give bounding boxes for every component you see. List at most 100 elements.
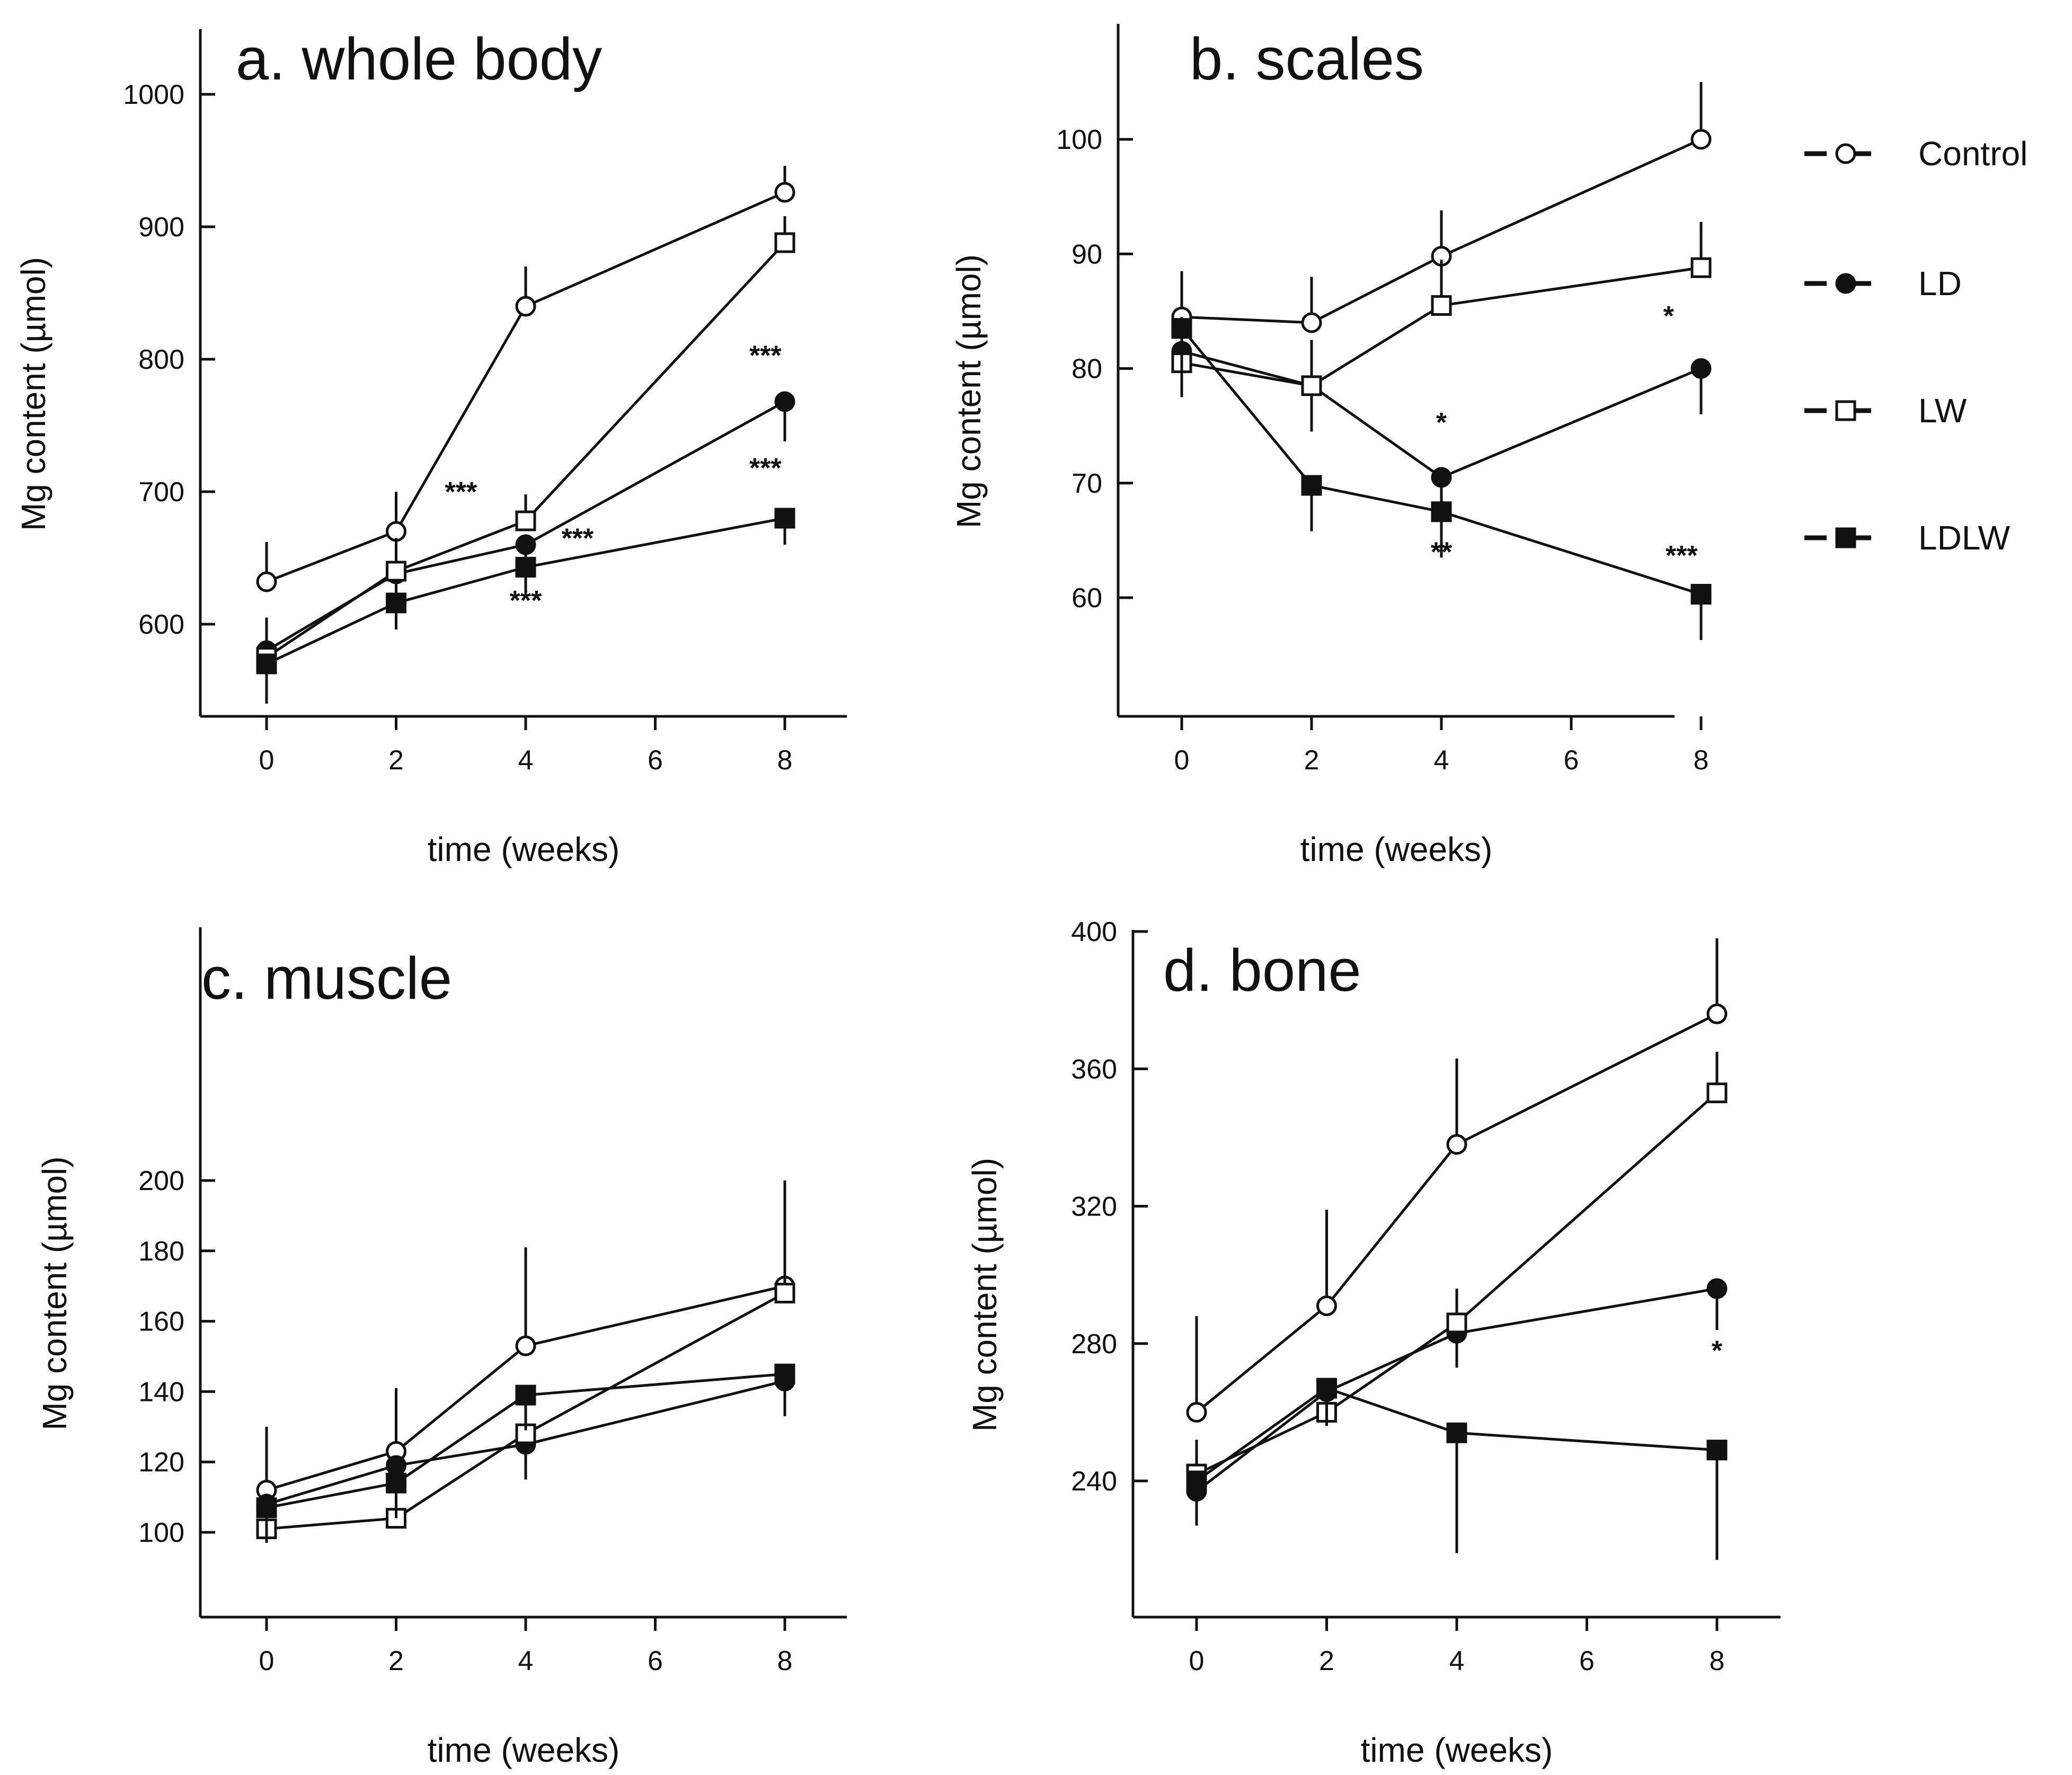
data-point — [1706, 1440, 1728, 1461]
panel-title: b. scales — [1190, 26, 1424, 92]
data-point — [1316, 1378, 1337, 1399]
series-line — [266, 1380, 785, 1506]
y-axis-label: Mg content (µmol) — [14, 257, 52, 531]
series-line — [265, 517, 785, 665]
significance-marker: *** — [1666, 540, 1698, 571]
y-tick-label: 80 — [1072, 354, 1102, 385]
data-point — [256, 653, 277, 674]
data-point — [1316, 1295, 1337, 1316]
x-tick-label: 4 — [518, 745, 534, 776]
data-point — [515, 1423, 536, 1444]
data-point — [386, 1472, 406, 1494]
x-tick-label: 4 — [518, 1646, 534, 1676]
series-ldlw — [256, 1363, 795, 1543]
x-tick-label: 6 — [1564, 745, 1579, 776]
x-axis-label: time (weeks) — [428, 830, 620, 868]
series-ldlw — [256, 508, 795, 704]
x-tick-label: 0 — [259, 745, 275, 776]
y-tick-label: 60 — [1072, 583, 1102, 614]
series-line — [265, 400, 786, 652]
x-tick-label: 0 — [259, 1646, 275, 1676]
series-line — [1181, 327, 1702, 596]
x-tick-label: 8 — [1694, 745, 1709, 776]
y-tick-label: 800 — [138, 344, 184, 375]
data-point — [774, 182, 795, 203]
y-tick-label: 600 — [138, 609, 184, 640]
data-point — [515, 557, 536, 578]
series-line — [1181, 350, 1702, 479]
y-tick-label: 180 — [138, 1236, 184, 1267]
significance-marker: *** — [749, 341, 782, 371]
y-tick-label: 700 — [138, 477, 184, 508]
x-tick-label: 2 — [388, 745, 404, 776]
x-tick-label: 8 — [777, 745, 793, 776]
data-point — [1431, 467, 1452, 488]
x-tick-label: 8 — [777, 1646, 793, 1676]
data-point — [1301, 312, 1322, 333]
y-tick-label: 90 — [1072, 239, 1102, 270]
data-point — [386, 521, 406, 542]
series-control — [1186, 938, 1728, 1423]
data-point — [1690, 257, 1712, 278]
legend-item-ldlw: LDLW — [1804, 519, 2011, 557]
panel-a: 600 700 800 900 1000 0 2 4 6 8 a. whole body time (… — [14, 26, 847, 868]
x-tick-label: 0 — [1174, 745, 1190, 776]
data-point — [386, 561, 406, 582]
data-point — [1446, 1312, 1467, 1334]
y-tick-label: 360 — [1071, 1054, 1117, 1085]
data-point — [515, 1384, 536, 1406]
series-line — [1196, 1387, 1717, 1483]
y-tick-label: 400 — [1071, 917, 1117, 947]
series-line — [1181, 266, 1702, 387]
x-tick-label: 6 — [648, 1646, 663, 1676]
y-tick-label: 100 — [138, 1517, 184, 1548]
significance-marker: * — [1663, 301, 1675, 332]
significance-marker: * — [1712, 1336, 1723, 1366]
legend-marker — [1835, 273, 1856, 294]
y-tick-label: 900 — [138, 212, 184, 243]
data-point — [515, 1335, 536, 1356]
legend-item-control: Control — [1804, 135, 2027, 173]
y-axis-label: Mg content (µmol) — [36, 1156, 74, 1430]
series-ld — [256, 391, 795, 690]
significance-marker: *** — [510, 585, 542, 616]
data-point — [1690, 358, 1712, 379]
y-axis-label: Mg content (µmol) — [950, 254, 988, 528]
data-point — [386, 592, 406, 614]
data-point — [774, 391, 795, 412]
significance-marker: *** — [445, 477, 477, 508]
panel-b: 60 70 80 90 100 0 2 4 6 8 b. scales time (weeks) Mg … — [950, 24, 1712, 868]
data-point — [774, 232, 795, 253]
x-tick-label: 2 — [1319, 1646, 1334, 1676]
x-tick-label: 4 — [1449, 1646, 1465, 1676]
data-point — [1431, 501, 1452, 522]
data-point — [1301, 375, 1322, 396]
panel-title: d. bone — [1163, 937, 1361, 1004]
series-line — [265, 242, 786, 659]
x-tick-label: 2 — [388, 1646, 404, 1676]
panel-title: a. whole body — [236, 26, 602, 92]
y-axis-label: Mg content (µmol) — [966, 1158, 1004, 1432]
data-point — [1171, 318, 1192, 339]
data-point — [256, 1497, 277, 1519]
series-line — [266, 1292, 786, 1530]
y-tick-label: 240 — [1071, 1466, 1117, 1497]
y-tick-label: 140 — [138, 1377, 184, 1407]
series-line — [266, 1284, 785, 1492]
series-ldlw — [1186, 1378, 1728, 1560]
legend-item-lw: LW — [1804, 392, 1967, 430]
x-axis-label: time (weeks) — [428, 1731, 620, 1769]
significance-marker: ** — [1431, 537, 1453, 568]
y-tick-label: 100 — [1056, 125, 1102, 155]
panel-title: c. muscle — [201, 945, 452, 1011]
x-tick-label: 6 — [1579, 1646, 1595, 1676]
y-tick-label: 320 — [1071, 1192, 1117, 1222]
significance-marker: *** — [749, 453, 782, 484]
data-point — [515, 534, 536, 555]
x-tick-label: 0 — [1189, 1646, 1205, 1676]
significance-marker: * — [1436, 407, 1447, 438]
data-point — [256, 571, 277, 592]
y-tick-label: 120 — [138, 1447, 184, 1478]
legend-marker — [1835, 143, 1856, 164]
